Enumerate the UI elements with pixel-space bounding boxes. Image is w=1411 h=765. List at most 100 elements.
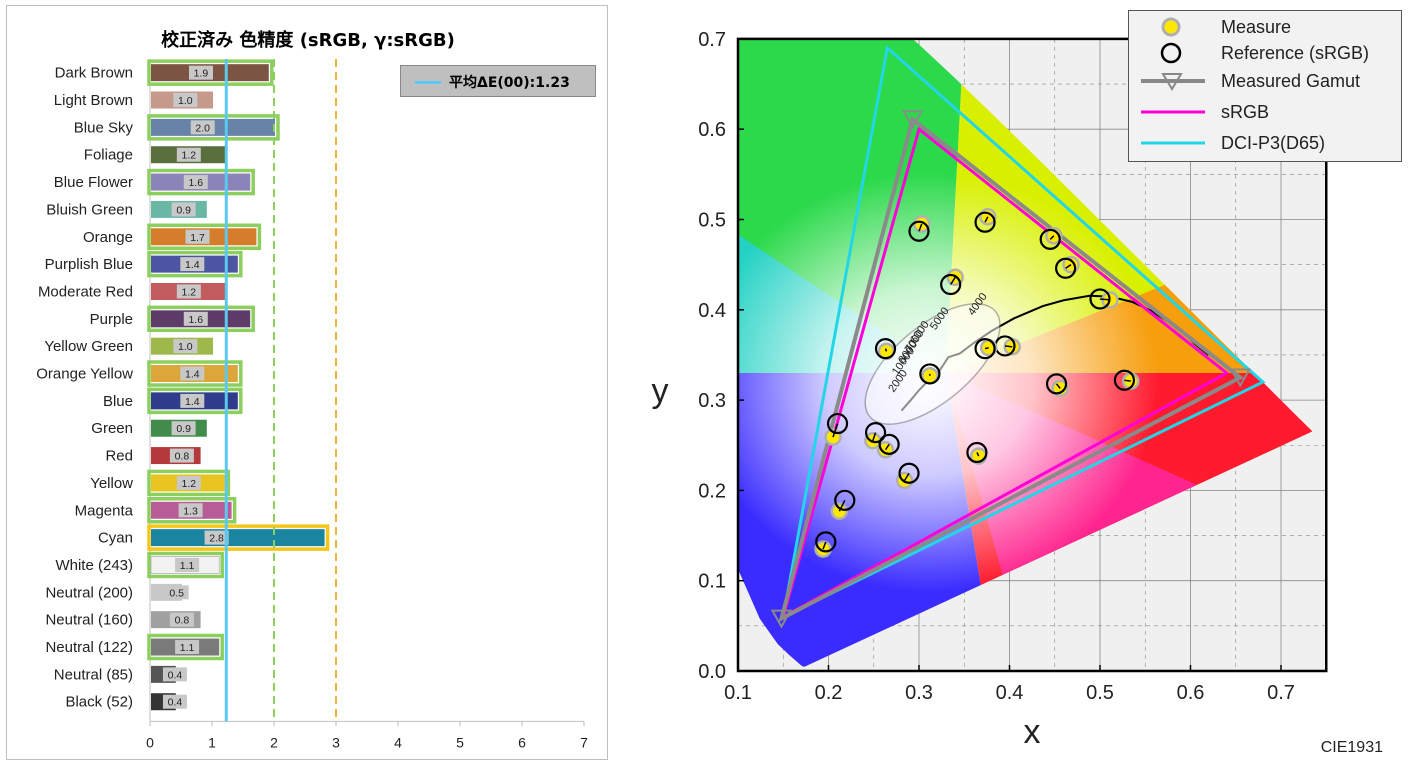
- bar-data-label: 1.2: [182, 286, 197, 298]
- delta-vector: [984, 346, 989, 350]
- delta-vector: [984, 216, 989, 223]
- bar-data-label-bg: [175, 557, 200, 572]
- plot-frame: [736, 37, 1328, 673]
- delta-vector: [884, 348, 888, 352]
- measured-gamut-triangle: [778, 115, 1244, 623]
- bar-data-label-bg: [176, 147, 201, 162]
- reference-point: [878, 433, 900, 455]
- bar-category-label: Moderate Red: [38, 283, 133, 300]
- legend-label-dci-p3: DCI-P3(D65): [1221, 133, 1326, 153]
- y-tick-label: 0.2: [698, 480, 726, 502]
- bar-data-label-bg: [176, 475, 201, 490]
- bar-x-tick-label: 7: [580, 734, 588, 750]
- x-tick-label: 0.7: [1267, 682, 1295, 704]
- bar-category-label: Purple: [90, 311, 133, 328]
- bar-data-label-bg: [173, 93, 198, 108]
- x-tick-label: 0.1: [724, 682, 752, 704]
- measured-gamut-vertex-marker: [1229, 368, 1251, 388]
- bar-category-label: Dark Brown: [55, 65, 133, 82]
- bar-category-label: Neutral (160): [45, 612, 133, 629]
- bar-data-label: 2.8: [209, 533, 224, 545]
- bar-data-label-bg: [188, 65, 213, 80]
- bar-highlight-outline: [147, 524, 330, 551]
- bar-category-label: Orange: [83, 229, 133, 246]
- bar-highlight-outline: [147, 469, 231, 497]
- bar-category-label: Red: [105, 448, 133, 465]
- bar-category-label: Blue: [103, 393, 133, 410]
- cie-legend: Measure Reference (sRGB) Measured Gamut …: [1128, 10, 1402, 162]
- bar-x-tick-label: 1: [208, 734, 216, 750]
- reference-point: [834, 489, 856, 511]
- reference-point: [864, 422, 887, 444]
- x-tick-label: 0.5: [1086, 682, 1114, 704]
- x-tick-label: 0.4: [996, 682, 1024, 704]
- bar-category-label: Neutral (122): [45, 639, 133, 656]
- dci-p3-gamut-triangle: [781, 45, 1266, 620]
- x-tick-label: 0.6: [1177, 682, 1205, 704]
- reference-point: [1045, 373, 1068, 395]
- bar-data-label: 1.6: [188, 314, 203, 326]
- bar-category-label: Neutral (85): [54, 666, 133, 683]
- bar-category-label: Orange Yellow: [36, 366, 133, 383]
- bar-data-label: 1.1: [180, 560, 195, 572]
- y-tick-label: 0.4: [698, 300, 726, 322]
- bar-highlight-outline: [147, 633, 224, 661]
- reference-point: [940, 273, 962, 296]
- delta-vector: [872, 432, 877, 441]
- delta-vector: [1065, 264, 1072, 269]
- bar-data-label-bg: [185, 229, 210, 244]
- measured-gamut-vertex-marker: [901, 110, 924, 130]
- bar-highlight-outline: [147, 168, 255, 196]
- average-delta-e-legend: 平均ΔE(00):1.23: [400, 65, 596, 97]
- delta-vector: [1055, 383, 1061, 389]
- bar-data-label: 0.9: [176, 204, 191, 216]
- y-tick-label: 0.6: [698, 119, 726, 141]
- bar-data-label: 0.9: [176, 423, 191, 435]
- bar-data-label: 1.2: [182, 150, 197, 162]
- measure-legend-swatch: [1161, 17, 1181, 37]
- bar-data-label-bg: [180, 366, 205, 381]
- bar-data-label: 1.0: [178, 341, 193, 353]
- delta-vector: [1049, 235, 1055, 240]
- bar-highlight-outline: [147, 387, 243, 415]
- reference-point: [1089, 288, 1111, 310]
- bar-highlight-outline: [147, 223, 262, 251]
- bar-data-label-bg: [162, 667, 187, 682]
- reference-point: [874, 338, 897, 360]
- y-axis-label: y: [652, 372, 669, 410]
- measured-point: [830, 502, 849, 520]
- reference-point: [966, 441, 988, 464]
- bar-data-label-bg: [178, 503, 203, 518]
- bar-category-label: Green: [91, 420, 133, 437]
- bar-highlight-outline: [147, 497, 237, 524]
- bar-category-label: Cyan: [98, 530, 133, 547]
- bar-category-label: Foliage: [84, 147, 133, 164]
- delta-vector: [903, 472, 910, 481]
- reference-point: [898, 462, 920, 484]
- bar-data-label-bg: [164, 585, 189, 600]
- bar-category-label: Black (52): [65, 694, 133, 711]
- reference-point: [815, 531, 837, 553]
- bar-data-label: 1.0: [178, 95, 193, 107]
- bar-data-label-bg: [180, 257, 205, 272]
- measured-gamut-vertex-marker: [770, 609, 793, 629]
- bar-data-label: 0.8: [175, 615, 190, 627]
- bar-x-tick-label: 5: [456, 734, 464, 750]
- x-axis-label: x: [1024, 713, 1041, 751]
- reference-point: [1055, 257, 1077, 279]
- legend-label-measured-gamut: Measured Gamut: [1221, 71, 1361, 91]
- bar-data-label: 0.5: [169, 587, 184, 599]
- bar-category-label: Light Brown: [54, 92, 133, 109]
- bar-category-label: Neutral (200): [45, 584, 133, 601]
- reference-legend-swatch: [1160, 42, 1182, 64]
- x-tick-label: 0.3: [905, 682, 933, 704]
- delta-vector: [822, 541, 827, 550]
- delta-vector: [1099, 298, 1111, 301]
- bar-x-tick-label: 2: [270, 734, 278, 750]
- reference-point: [908, 220, 930, 242]
- bar-data-label-bg: [176, 284, 201, 299]
- bar-category-label: Yellow: [90, 475, 133, 492]
- legend-label-reference: Reference (sRGB): [1221, 43, 1370, 63]
- bar-data-label-bg: [169, 612, 194, 627]
- bar-data-label: 0.4: [168, 697, 183, 709]
